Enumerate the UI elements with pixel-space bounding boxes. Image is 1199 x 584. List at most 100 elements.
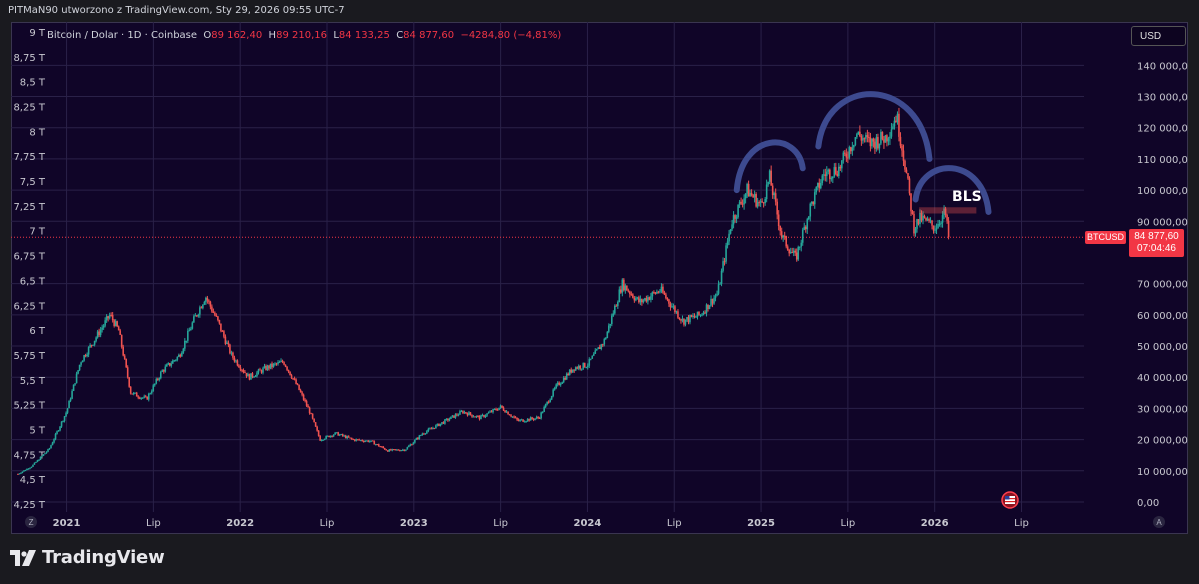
candle-body (329, 435, 332, 438)
arc-annotation (733, 139, 806, 194)
candle-body (553, 388, 556, 390)
candle-body (836, 174, 839, 177)
candle-body (908, 178, 911, 194)
candle-body (95, 337, 97, 341)
candle-body (126, 367, 129, 378)
low-value: 84 133,25 (338, 30, 390, 41)
candle-body (577, 365, 580, 369)
candle-body (293, 378, 296, 380)
candle-body (654, 292, 657, 294)
candle-body (723, 261, 726, 263)
candle-body (803, 226, 806, 230)
candle-body (338, 434, 341, 436)
candle-body (630, 294, 633, 296)
candle-body (495, 408, 497, 410)
left-axis-tick: 6 T (29, 326, 46, 337)
candle-body (254, 376, 257, 378)
candle-body (704, 312, 706, 314)
candle-body (388, 449, 391, 452)
time-axis-tick: Lip (320, 518, 335, 529)
candle-body (860, 136, 863, 141)
candle-body (462, 411, 464, 414)
candle-body (618, 289, 621, 303)
candle-body (441, 422, 443, 424)
candle-body (356, 439, 359, 441)
candle-body (176, 356, 179, 360)
candle-body (738, 201, 741, 205)
candle-body (504, 410, 506, 413)
tradingview-logo[interactable]: TradingView (10, 547, 165, 568)
candle-body (263, 366, 266, 369)
candle-body (853, 144, 855, 148)
candle-body (842, 152, 845, 161)
candle-body (331, 435, 333, 437)
candle-body (881, 131, 884, 140)
candle-body (534, 418, 536, 420)
candle-body (396, 449, 398, 451)
candle-body (818, 182, 821, 189)
candle-body (365, 440, 368, 442)
candle-body (779, 226, 781, 232)
candle-body (203, 301, 206, 305)
candle-body (405, 449, 407, 451)
candle-body (173, 360, 176, 362)
candle-body (159, 371, 162, 379)
symbol-name[interactable]: Bitcoin / Dolar · 1D · Coinbase (47, 30, 198, 41)
candle-body (627, 290, 630, 292)
candle-body (657, 291, 660, 293)
right-axis-tick: 40 000,00 (1137, 373, 1188, 384)
candle-body (617, 302, 619, 307)
candle-body (75, 373, 78, 384)
candle-body (543, 407, 545, 412)
candle-body (755, 194, 757, 207)
candle-body (568, 369, 571, 376)
candle-body (523, 421, 526, 423)
candle-body (280, 360, 282, 362)
candle-body (792, 250, 795, 253)
candle-body (920, 213, 923, 221)
candle-body (72, 384, 75, 391)
candle-body (478, 415, 481, 420)
candle-body (753, 194, 756, 198)
candle-body (526, 418, 529, 422)
candle-body (484, 415, 487, 417)
candle-body (806, 219, 809, 230)
candle-body (463, 412, 466, 414)
right-axis-tick: 70 000,00 (1137, 280, 1188, 291)
candle-body (773, 193, 775, 196)
candle-body (481, 414, 484, 416)
candle-body (647, 297, 649, 302)
candle-body (514, 417, 517, 419)
candle-body (594, 350, 597, 354)
change-value: −4284,80 (−4,81%) (460, 30, 562, 41)
candle-body (21, 471, 24, 473)
candle-body (439, 423, 442, 427)
candle-body (380, 446, 383, 448)
candle-body (585, 367, 588, 369)
candle-body (819, 183, 822, 189)
candle-body (576, 367, 579, 369)
candle-body (272, 363, 275, 367)
candle-body (883, 139, 885, 143)
candle-body (746, 183, 748, 194)
candle-body (931, 220, 933, 226)
candle-body (332, 434, 335, 437)
candle-body (505, 411, 508, 413)
candle-body (841, 160, 843, 169)
candle-body (400, 450, 403, 452)
candle-body (137, 396, 140, 398)
candle-body (116, 321, 118, 327)
candle-body (451, 415, 454, 417)
chart-frame[interactable] (11, 22, 1188, 534)
candle-body (611, 315, 613, 324)
candle-body (229, 344, 231, 354)
candle-body (74, 383, 76, 385)
candle-body (383, 448, 386, 450)
chart-canvas[interactable]: 9 T 8,75 T 8,5 T 8,25 T 8 T 7,75 T 7,5 T 7,25 T… (11, 22, 1188, 534)
candle-body (194, 315, 197, 317)
currency-button[interactable]: USD (1131, 26, 1186, 46)
candle-body (499, 405, 502, 408)
candle-body (492, 409, 494, 413)
candle-body (191, 322, 194, 329)
candle-body (206, 297, 209, 301)
